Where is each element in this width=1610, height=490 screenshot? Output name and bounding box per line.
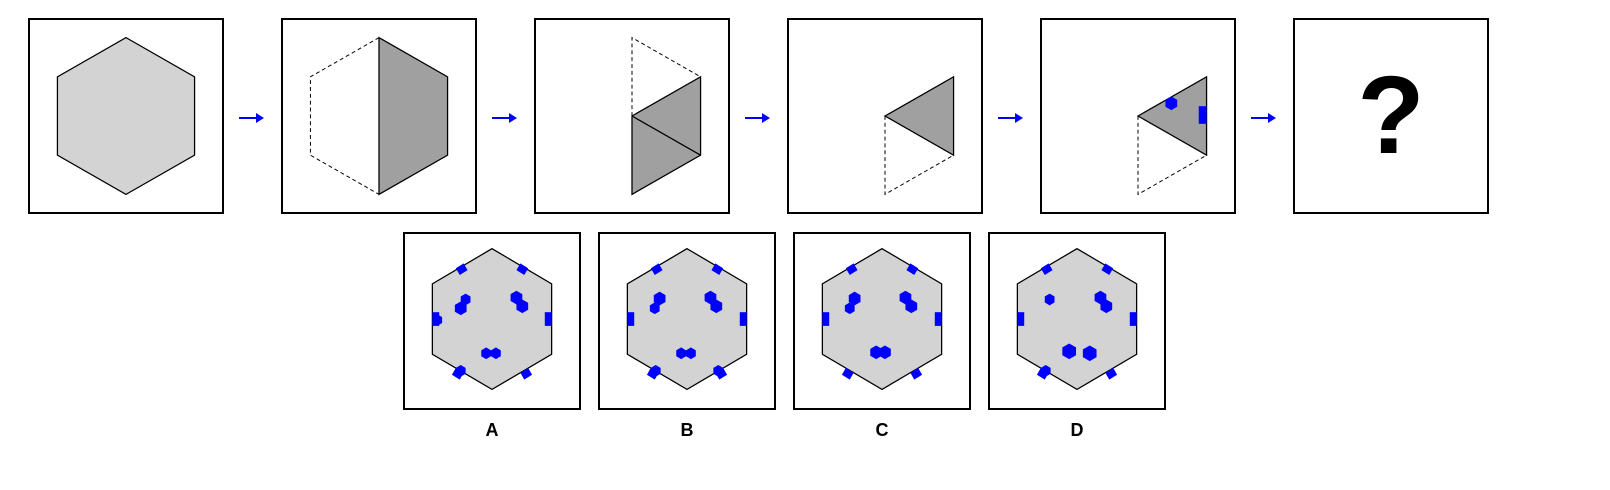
step-4-panel [787,18,983,214]
hexagon-hole [510,290,523,305]
step-2-panel [281,18,477,214]
edge-notch [1101,263,1114,276]
step-1-hexagon-figure [56,36,196,196]
hexagon-hole [1082,345,1097,362]
edge-notch [627,312,635,326]
hexagon-hole [844,302,855,315]
unfolded-hexagon [431,247,553,391]
folded-away-outline [1137,116,1207,196]
option-a-card[interactable] [403,232,581,410]
hexagon-hole [432,314,443,326]
hexagon-hole [1062,343,1077,360]
folded-triangle [1136,75,1208,157]
option-c-card[interactable] [793,232,971,410]
hexagon-hole [481,347,492,360]
hexagon-hole [848,291,861,306]
option-b-label: B [680,420,694,440]
hexagon-hole [1040,364,1051,377]
hexagon-hole [454,301,467,316]
edge-notch [650,263,663,276]
fold-crease [631,115,701,156]
option-b-figure [626,247,748,391]
edge-notch [906,263,919,276]
arrow-right-icon [1251,113,1276,123]
hexagon-hole [710,299,723,314]
punched-hexagon-hole [1165,96,1178,111]
option-d-card[interactable] [988,232,1166,410]
folded-triangle [883,75,955,157]
hexagon-hole [676,347,687,360]
question-mark: ? [1357,54,1425,177]
punched-rect-hole [1198,106,1207,124]
arrow-right-icon [745,113,770,123]
unfolded-hexagon [626,247,748,391]
hexagon-hole [686,347,696,360]
folded-half [378,36,449,196]
hexagon-hole [491,347,501,360]
hexagon-hole [713,364,724,377]
step-2-fold-figure [309,36,449,196]
edge-notch [520,367,533,380]
hexagon-hole [455,364,466,377]
option-d-figure [1016,247,1138,391]
hexagon-hole [704,290,717,305]
edge-notch [455,263,468,276]
step-1-panel [28,18,224,214]
hexagon-hole [879,345,891,360]
step-4-fold-figure [883,75,955,196]
hexagon-hole [905,299,918,314]
arrow-right-icon [492,113,517,123]
edge-notch [822,312,830,326]
option-a-label: A [485,420,499,440]
edge-notch [841,367,854,380]
option-a-figure [431,247,553,391]
unfolded-hexagon [1016,247,1138,391]
edge-notch [544,312,552,326]
arrow-right-icon [998,113,1023,123]
edge-notch [1040,263,1053,276]
hexagon-hole [653,291,666,306]
edge-notch [910,367,923,380]
hexagon-hole [649,302,660,315]
hexagon-hole [460,293,471,306]
hexagon-hole [1100,299,1113,314]
hexagon-hole [870,345,882,360]
folded-away-outline [884,116,954,196]
edge-notch [845,263,858,276]
edge-notch [1105,367,1118,380]
option-c-label: C [875,420,889,440]
edge-notch [1017,312,1025,326]
folded-away-outline [631,36,701,116]
hexagon-hole [1094,290,1107,305]
question-panel: ? [1293,18,1489,214]
edge-notch [516,263,529,276]
edge-notch [1129,312,1137,326]
edge-notch [739,312,747,326]
hexagon-hole [1044,293,1055,306]
hexagon-hole [516,299,529,314]
hexagon-paper [56,36,196,196]
edge-notch [711,263,724,276]
hexagon-hole [899,290,912,305]
option-d-label: D [1070,420,1084,440]
step-3-panel [534,18,730,214]
step-5-punch-figure [1136,75,1208,196]
option-c-figure [821,247,943,391]
hexagon-hole [650,364,661,377]
option-b-card[interactable] [598,232,776,410]
step-3-fold-figure [631,36,702,196]
arrow-right-icon [239,113,264,123]
edge-notch [934,312,942,326]
unfolded-hexagon [821,247,943,391]
step-5-panel [1040,18,1236,214]
folded-away-outline [309,37,380,195]
